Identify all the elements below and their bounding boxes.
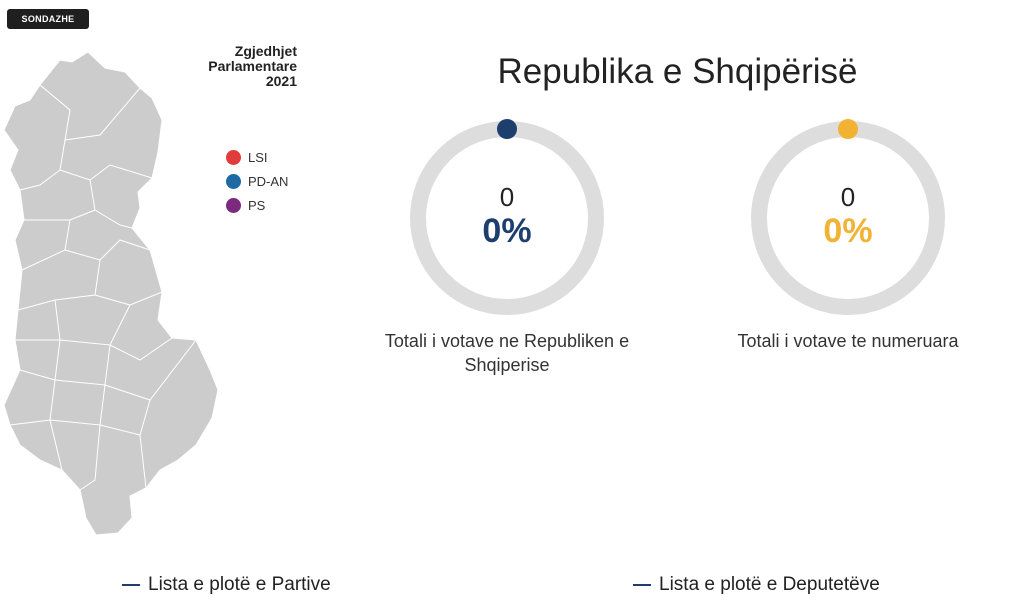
legend-item-ps[interactable]: PS xyxy=(226,193,288,217)
parties-list-label: Lista e plotë e Partive xyxy=(148,574,331,595)
map-title-line-1: Zgjedhjet xyxy=(234,43,297,59)
counted-votes-label: Totali i votave te numeruara xyxy=(737,331,959,351)
legend-dot-ps xyxy=(226,197,241,213)
legend-label: PD-AN xyxy=(248,173,289,189)
total-votes-label: Totali i votave ne Republiken e Shqiperi… xyxy=(384,331,630,375)
total-votes-count: 0 xyxy=(499,182,515,212)
counted-votes-gauge: 0 0% xyxy=(748,118,948,318)
legend-item-pd-an[interactable]: PD-AN xyxy=(226,169,288,193)
sondazhe-button[interactable]: SONDAZHE xyxy=(7,9,89,29)
counted-votes-count: 0 xyxy=(840,182,856,212)
legend-label: PS xyxy=(248,197,266,213)
ring-progress-knob xyxy=(497,119,517,139)
deputies-list-label: Lista e plotë e Deputetëve xyxy=(659,574,880,595)
legend-label: LSI xyxy=(248,149,268,165)
legend-dot-lsi xyxy=(226,149,241,165)
map-title-line-3: 2021 xyxy=(265,73,297,89)
legend-item-lsi[interactable]: LSI xyxy=(226,145,288,169)
dash-icon xyxy=(122,584,140,586)
party-legend: LSI PD-AN PS xyxy=(226,145,288,217)
total-votes-percent: 0% xyxy=(482,212,532,250)
total-votes-ring xyxy=(410,119,604,315)
albania-map xyxy=(3,51,219,536)
map-title: Zgjedhjet Parlamentare 2021 xyxy=(208,44,297,89)
parties-list-link[interactable]: Lista e plotë e Partive xyxy=(122,574,331,596)
counted-votes-percent: 0% xyxy=(823,212,873,250)
deputies-list-link[interactable]: Lista e plotë e Deputetëve xyxy=(633,574,880,596)
district-borders xyxy=(9,84,197,491)
counted-votes-ring xyxy=(751,119,945,315)
page-title: Republika e Shqipërisë xyxy=(497,52,858,91)
dash-icon xyxy=(633,584,651,586)
albania-outline xyxy=(3,51,219,536)
legend-dot-pd-an xyxy=(226,173,241,189)
total-votes-gauge: 0 0% xyxy=(407,118,607,318)
map-title-line-2: Parlamentare xyxy=(208,58,297,74)
ring-progress-knob xyxy=(838,119,858,139)
